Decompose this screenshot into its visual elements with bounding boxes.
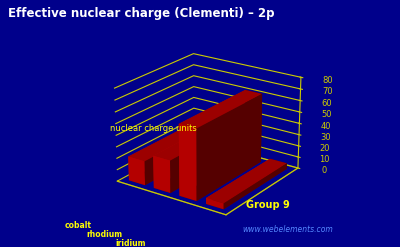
- Text: nuclear charge units: nuclear charge units: [110, 124, 196, 133]
- Text: Group 9: Group 9: [246, 200, 289, 210]
- Text: www.webelements.com: www.webelements.com: [243, 225, 333, 234]
- Text: Effective nuclear charge (Clementi) – 2p: Effective nuclear charge (Clementi) – 2p: [8, 7, 274, 21]
